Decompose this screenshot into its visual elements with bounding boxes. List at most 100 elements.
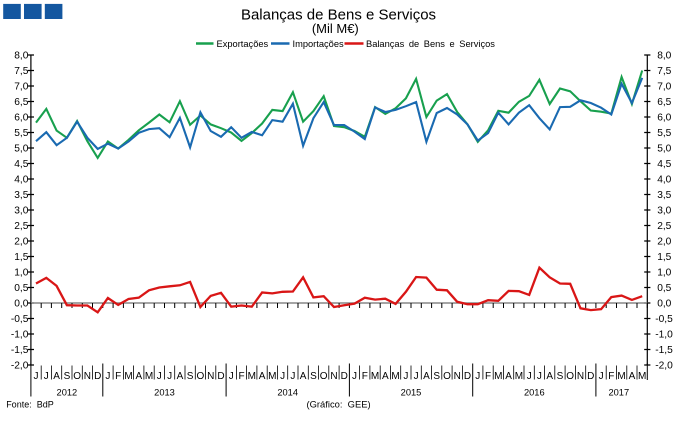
svg-text:(Gráfico: GEE): (Gráfico: GEE) [307,399,371,410]
svg-text:3,5: 3,5 [657,190,671,201]
svg-text:Exportações: Exportações [217,39,269,49]
svg-text:-0,5: -0,5 [655,314,673,325]
svg-text:J: J [403,371,408,382]
svg-text:D: D [217,371,224,382]
svg-text:2016: 2016 [524,388,545,398]
svg-text:(Mil M€): (Mil M€) [312,21,359,36]
svg-text:A: A [53,371,60,382]
svg-text:F: F [115,371,121,382]
svg-text:J: J [599,371,604,382]
svg-text:4,0: 4,0 [657,174,671,185]
svg-text:N: N [330,371,337,382]
svg-text:S: S [187,371,194,382]
svg-text:M: M [638,371,646,382]
svg-text:O: O [320,371,328,382]
svg-text:7,0: 7,0 [657,81,671,92]
svg-text:J: J [280,371,285,382]
svg-text:A: A [546,371,553,382]
svg-text:Balanças de Bens e Serviços: Balanças de Bens e Serviços [366,39,495,49]
svg-text:A: A [629,371,636,382]
svg-text:D: D [464,371,471,382]
svg-text:3,0: 3,0 [14,205,28,216]
svg-text:6,0: 6,0 [14,112,28,123]
svg-text:J: J [414,371,419,382]
svg-text:2,5: 2,5 [657,221,671,232]
svg-text:D: D [341,371,348,382]
svg-text:J: J [537,371,542,382]
svg-text:0,0: 0,0 [14,298,28,309]
svg-text:N: N [577,371,584,382]
svg-text:1,0: 1,0 [14,267,28,278]
svg-text:J: J [229,371,234,382]
svg-text:8,0: 8,0 [14,50,28,61]
svg-text:M: M [494,371,502,382]
svg-text:1,5: 1,5 [14,252,28,263]
svg-text:0,5: 0,5 [14,283,28,294]
svg-text:8,0: 8,0 [657,50,671,61]
svg-text:D: D [587,371,594,382]
svg-text:A: A [177,371,184,382]
svg-text:2013: 2013 [154,388,175,398]
svg-text:7,0: 7,0 [14,81,28,92]
svg-text:Importações: Importações [293,39,345,49]
svg-text:M: M [145,371,153,382]
svg-text:1,0: 1,0 [657,267,671,278]
svg-text:2014: 2014 [277,388,298,398]
svg-text:2015: 2015 [401,388,422,398]
svg-text:-2,0: -2,0 [655,360,673,371]
svg-text:F: F [608,371,614,382]
svg-text:6,5: 6,5 [657,97,671,108]
svg-text:J: J [105,371,110,382]
svg-text:-1,5: -1,5 [11,345,29,356]
svg-text:A: A [135,371,142,382]
svg-text:O: O [197,371,205,382]
svg-text:M: M [371,371,379,382]
svg-text:J: J [157,371,162,382]
svg-text:S: S [433,371,440,382]
svg-text:0,5: 0,5 [657,283,671,294]
svg-text:O: O [566,371,574,382]
svg-text:S: S [557,371,564,382]
svg-text:5,5: 5,5 [14,128,28,139]
svg-text:D: D [94,371,101,382]
svg-text:A: A [259,371,266,382]
svg-text:S: S [64,371,71,382]
svg-text:A: A [300,371,307,382]
svg-text:4,0: 4,0 [14,174,28,185]
svg-text:6,5: 6,5 [14,97,28,108]
svg-text:J: J [44,371,49,382]
svg-text:2,0: 2,0 [14,236,28,247]
svg-text:5,0: 5,0 [14,143,28,154]
svg-text:M: M [124,371,132,382]
svg-text:J: J [34,371,39,382]
svg-text:2017: 2017 [608,388,629,398]
svg-text:M: M [617,371,625,382]
svg-text:A: A [382,371,389,382]
svg-text:F: F [238,371,244,382]
svg-text:6,0: 6,0 [657,112,671,123]
svg-text:Balanças de Bens e Serviços: Balanças de Bens e Serviços [241,6,436,23]
svg-text:N: N [84,371,91,382]
svg-text:5,0: 5,0 [657,143,671,154]
svg-text:F: F [362,371,368,382]
svg-text:2012: 2012 [57,388,78,398]
svg-text:J: J [290,371,295,382]
svg-text:4,5: 4,5 [657,159,671,170]
svg-text:-1,0: -1,0 [11,329,29,340]
svg-text:-0,5: -0,5 [11,314,29,325]
svg-text:-1,0: -1,0 [655,329,673,340]
svg-text:O: O [443,371,451,382]
svg-text:-2,0: -2,0 [11,360,29,371]
svg-text:3,0: 3,0 [657,205,671,216]
svg-text:J: J [527,371,532,382]
svg-text:1,5: 1,5 [657,252,671,263]
svg-text:A: A [423,371,430,382]
svg-text:M: M [268,371,276,382]
svg-text:N: N [207,371,214,382]
svg-text:S: S [310,371,317,382]
svg-text:7,5: 7,5 [657,66,671,77]
svg-text:0,0: 0,0 [657,298,671,309]
svg-text:M: M [515,371,523,382]
svg-text:3,5: 3,5 [14,190,28,201]
svg-text:4,5: 4,5 [14,159,28,170]
